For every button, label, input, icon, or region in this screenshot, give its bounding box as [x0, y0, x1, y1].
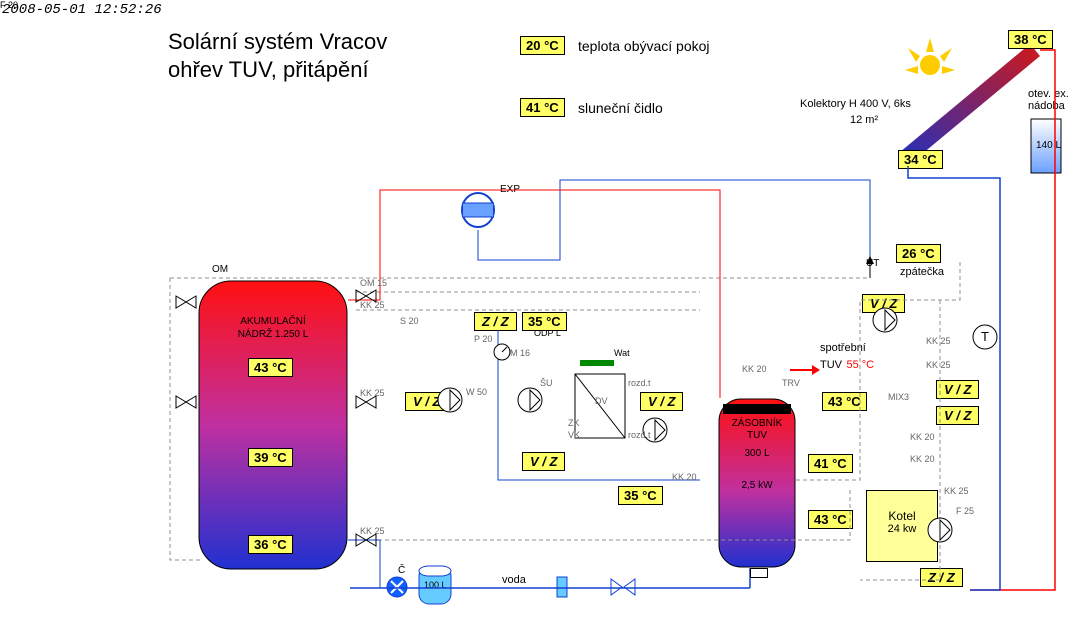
anno-m16: M 16: [510, 348, 530, 358]
anno-vk: VK: [568, 430, 580, 440]
anno-zk: ZK: [568, 418, 580, 428]
anno-kk20-1: KK 20: [672, 472, 697, 482]
anno-kk25-4: KK 25: [944, 486, 969, 496]
anno-kk25-3: KK 25: [360, 526, 385, 536]
anno-kk25-5: KK 25: [926, 336, 951, 346]
anno-s20: S 20: [400, 316, 419, 326]
pipes-icon: [0, 0, 1088, 624]
anno-om15: OM 15: [360, 278, 387, 288]
anno-mix3: MIX3: [888, 392, 909, 402]
anno-w50: W 50: [466, 387, 487, 397]
anno-kk25-2: KK 25: [360, 388, 385, 398]
anno-p20: P 20: [474, 334, 492, 344]
anno-rozdt-2: rozd.t: [628, 430, 651, 440]
anno-kk20-2: KK 20: [742, 364, 767, 374]
anno-kk20-4: KK 20: [910, 454, 935, 464]
anno-kk20-3: KK 20: [910, 432, 935, 442]
tuv-foot-icon: [750, 568, 768, 578]
anno-kk25-1: KK 25: [360, 300, 385, 310]
anno-f25: F 25: [956, 506, 974, 516]
anno-f20: F 20: [0, 0, 18, 10]
anno-trv: TRV: [782, 378, 800, 388]
anno-rozdt-1: rozd.t: [628, 378, 651, 388]
anno-kk25-6: KK 25: [926, 360, 951, 370]
anno-su: ŠU: [540, 378, 553, 388]
anno-dv: DV: [595, 396, 608, 406]
